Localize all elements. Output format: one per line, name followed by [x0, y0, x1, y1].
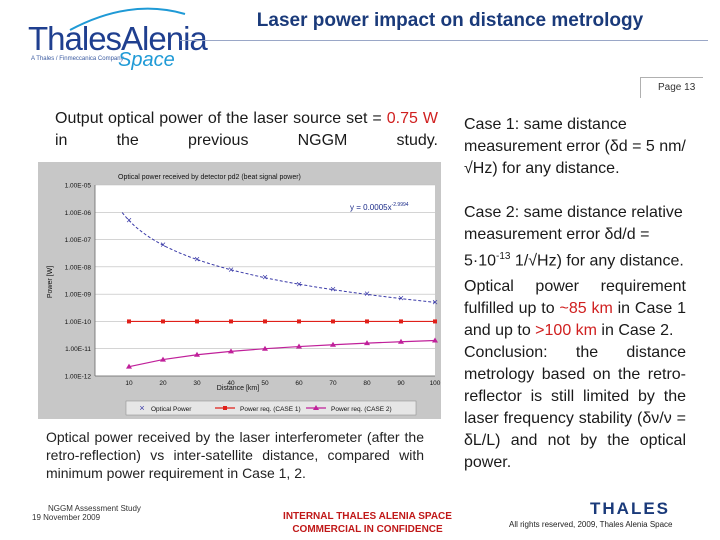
trendline — [121, 212, 436, 303]
footer-document: NGGM Assessment Study — [48, 504, 141, 513]
x-tick-label: 90 — [397, 380, 405, 387]
confidentiality-notice: INTERNAL THALES ALENIA SPACE COMMERCIAL … — [255, 510, 480, 536]
page-number: Page 13 — [658, 82, 696, 93]
optical-power-point: × — [194, 254, 200, 265]
case1-text: Case 1: same distance measurement error … — [464, 116, 686, 177]
case2-point — [432, 337, 438, 343]
optical-power-point: × — [228, 265, 234, 276]
chart-title: Optical power received by detector pd2 (… — [118, 174, 301, 181]
rights-notice: All rights reserved, 2009, Thales Alenia… — [509, 520, 673, 529]
case1-point — [331, 319, 335, 324]
trendline-equation: y = 0.0005x-2.9994 — [350, 202, 409, 212]
optical-power-point: × — [296, 279, 302, 290]
optical-power-point: × — [398, 294, 404, 305]
intro-text-after: in the previous NGGM study. — [55, 132, 438, 149]
case1-point — [195, 319, 199, 324]
optical-power-point: × — [126, 215, 132, 226]
y-tick-label: 1.00E-08 — [65, 264, 92, 271]
case2-text: Case 2: same distance relative measureme… — [464, 204, 684, 270]
y-ticks: 1.00E-05 1.00E-06 1.00E-07 1.00E-08 1.00E-09… — [65, 183, 92, 381]
y-tick-label: 1.00E-12 — [65, 374, 92, 381]
page-tab — [640, 77, 703, 98]
optical-power-point: × — [364, 289, 370, 300]
case2-point — [194, 351, 200, 357]
slide-title: Laser power impact on distance metrology — [256, 10, 644, 31]
title-divider — [180, 40, 708, 41]
thales-logo: THALES — [590, 499, 670, 518]
y-axis-label: Power [W] — [47, 266, 54, 298]
y-tick-label: 1.00E-05 — [65, 183, 92, 190]
case2-point — [160, 356, 166, 362]
case2-line — [128, 339, 436, 368]
y-tick-label: 1.00E-06 — [65, 210, 92, 217]
legend-label-case1: Power req. (CASE 1) — [240, 406, 301, 413]
x-tick-label: 10 — [125, 380, 133, 387]
power-chart-svg: × × × × × × × × × × Optical power received by det… — [47, 174, 441, 416]
laser-power-value: 0.75 W — [386, 110, 438, 127]
intro-text: Output optical power of the laser source… — [55, 108, 438, 152]
company-logo: ThalesAlenia — [28, 20, 208, 57]
confidentiality-line1: INTERNAL THALES ALENIA SPACE — [283, 511, 452, 522]
x-tick-label: 100 — [430, 380, 441, 387]
series-group: × × × × × × × × × × — [126, 215, 438, 369]
x-tick-label: 20 — [159, 380, 167, 387]
legend-marker-case2 — [313, 405, 319, 410]
case2-point — [228, 348, 234, 354]
right-column: Case 1: same distance measurement error … — [464, 114, 686, 474]
case1-point — [365, 319, 369, 324]
y-tick-label: 1.00E-07 — [65, 237, 92, 244]
case1-point — [433, 319, 437, 324]
legend-box — [125, 400, 417, 416]
optical-requirement-text: Optical power requirement fulfilled up t… — [464, 278, 686, 340]
x-ticks: 10 20 30 40 50 60 70 80 90 100 — [125, 380, 440, 387]
x-tick-label: 80 — [363, 380, 371, 387]
case1-point — [127, 319, 131, 324]
case2-point — [126, 363, 132, 369]
case2-point — [262, 345, 268, 351]
chart-caption: Optical power received by the laser inte… — [46, 429, 424, 481]
x-tick-label: 40 — [227, 380, 235, 387]
optical-power-point: × — [330, 284, 336, 295]
case1-point — [297, 319, 301, 324]
case2-point — [364, 340, 370, 346]
case2-point — [296, 343, 302, 349]
optical-power-point: × — [432, 297, 438, 308]
legend-marker-optical: × — [139, 403, 144, 413]
y-tick-label: 1.00E-10 — [65, 319, 92, 326]
logo-swoosh-icon — [69, 7, 186, 31]
x-tick-label: 70 — [329, 380, 337, 387]
footer-date: 19 November 2009 — [32, 513, 101, 522]
case2-point — [398, 338, 404, 344]
case2-point — [330, 341, 336, 347]
power-chart: × × × × × × × × × × Optical power received by det… — [38, 162, 441, 419]
case1-point — [399, 319, 403, 324]
plot-area — [95, 185, 435, 376]
confidentiality-line2: COMMERCIAL IN CONFIDENCE — [292, 524, 443, 535]
y-tick-label: 1.00E-11 — [65, 346, 91, 353]
case1-point — [161, 319, 165, 324]
logo-space-text: Space — [118, 49, 175, 71]
x-axis-label: Distance [km] — [217, 385, 259, 392]
y-tick-label: 1.00E-09 — [65, 292, 92, 299]
case1-point — [263, 319, 267, 324]
trendline-path — [121, 212, 436, 303]
legend-marker-case1 — [223, 406, 227, 410]
x-tick-label: 30 — [193, 380, 201, 387]
logo-tagline: A Thales / Finmeccanica Company — [31, 56, 124, 62]
legend-label-optical: Optical Power — [151, 406, 192, 413]
legend: × Optical Power Power req. (CASE 1) Powe… — [139, 403, 391, 413]
optical-power-point: × — [160, 240, 166, 251]
conclusion-text: Conclusion: the distance metrology based… — [464, 344, 686, 472]
intro-text-before: Output optical power of the laser source… — [55, 110, 387, 127]
x-tick-label: 60 — [295, 380, 303, 387]
legend-label-case2: Power req. (CASE 2) — [331, 406, 392, 413]
optical-power-point: × — [262, 273, 268, 284]
case1-point — [229, 319, 233, 324]
x-tick-label: 50 — [261, 380, 269, 387]
